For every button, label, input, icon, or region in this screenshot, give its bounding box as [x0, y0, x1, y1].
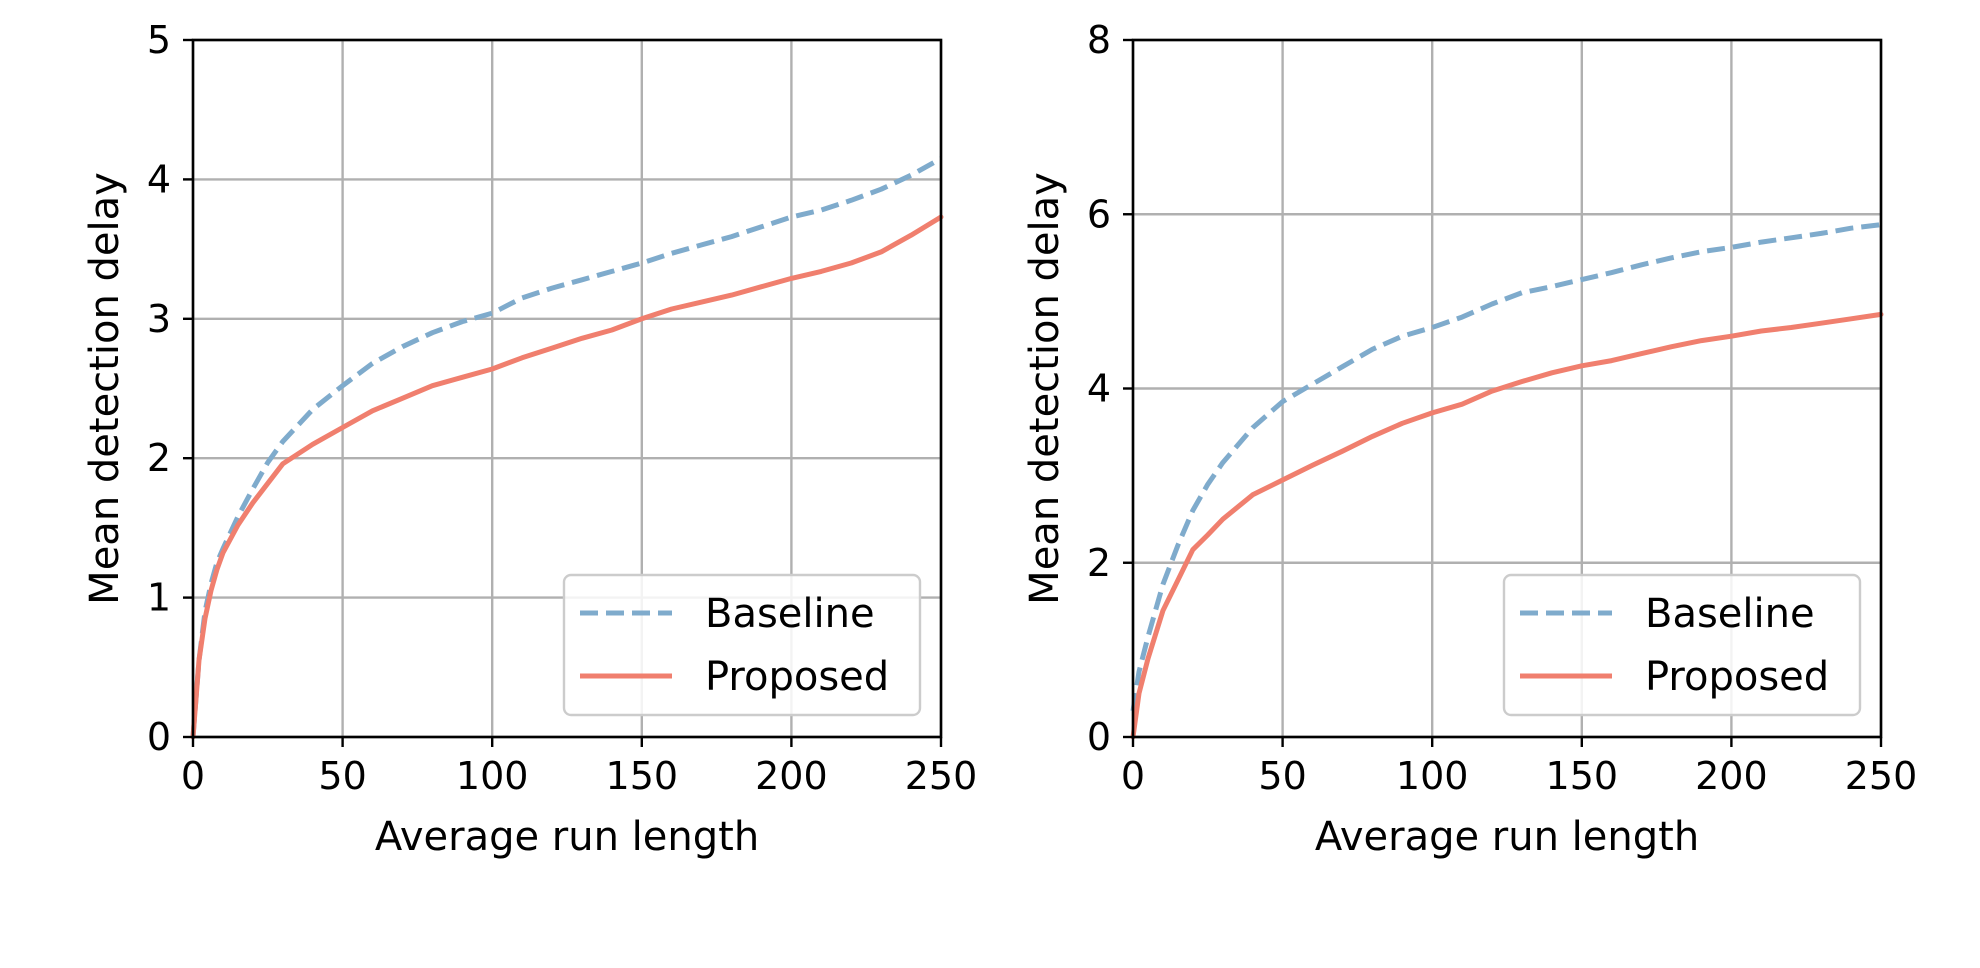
- chart-panel-1: 0 50 100 150 200 250 0 1 2 3 4 5 Average run length M…: [82, 18, 977, 860]
- x-tick-label: 0: [181, 754, 205, 798]
- x-tick-label: 150: [1546, 754, 1619, 798]
- series-line-proposed: [190, 214, 944, 740]
- legend-box: [562, 573, 922, 717]
- x-axis-label: Average run length: [375, 814, 759, 860]
- x-tick-label: 200: [1695, 754, 1768, 798]
- chart-panel-2: 0 50 100 150 200 250 0 2 4 6 8 Average run length Me…: [1022, 18, 1917, 860]
- y-tick-label: 0: [147, 715, 171, 759]
- y-tick-label: 1: [147, 576, 171, 620]
- legend-label-baseline: Baseline: [1645, 591, 1815, 637]
- legend-box: [1502, 573, 1862, 717]
- legend-label-proposed: Proposed: [705, 654, 889, 700]
- y-tick-label: 4: [147, 157, 171, 201]
- y-tick-label: 8: [1087, 18, 1111, 62]
- series-line-proposed: [1130, 311, 1884, 740]
- y-tick-label: 2: [1087, 541, 1111, 585]
- x-tick-label: 100: [456, 754, 529, 798]
- y-axis-label: Mean detection delay: [82, 172, 128, 605]
- axes-frame: [191, 38, 943, 739]
- legend: Baseline Proposed: [1502, 573, 1862, 717]
- y-tick-label: 3: [147, 297, 171, 341]
- legend-label-baseline: Baseline: [705, 591, 875, 637]
- y-tick-label: 0: [1087, 715, 1111, 759]
- y-tick-label: 4: [1087, 367, 1111, 411]
- x-tick-label: 0: [1121, 754, 1145, 798]
- x-tick-label: 250: [1845, 754, 1918, 798]
- y-axis-label: Mean detection delay: [1022, 172, 1068, 605]
- y-tick-label: 5: [147, 18, 171, 62]
- y-tick-label: 6: [1087, 192, 1111, 236]
- legend-label-proposed: Proposed: [1645, 654, 1829, 700]
- y-tick-label: 2: [147, 436, 171, 480]
- x-tick-label: 100: [1396, 754, 1469, 798]
- x-tick-label: 50: [318, 754, 366, 798]
- x-axis-label: Average run length: [1315, 814, 1699, 860]
- x-tick-label: 200: [755, 754, 828, 798]
- x-tick-label: 250: [905, 754, 978, 798]
- legend: Baseline Proposed: [562, 573, 922, 717]
- x-tick-label: 50: [1258, 754, 1306, 798]
- x-tick-label: 150: [606, 754, 679, 798]
- series-line-baseline: [1130, 222, 1882, 712]
